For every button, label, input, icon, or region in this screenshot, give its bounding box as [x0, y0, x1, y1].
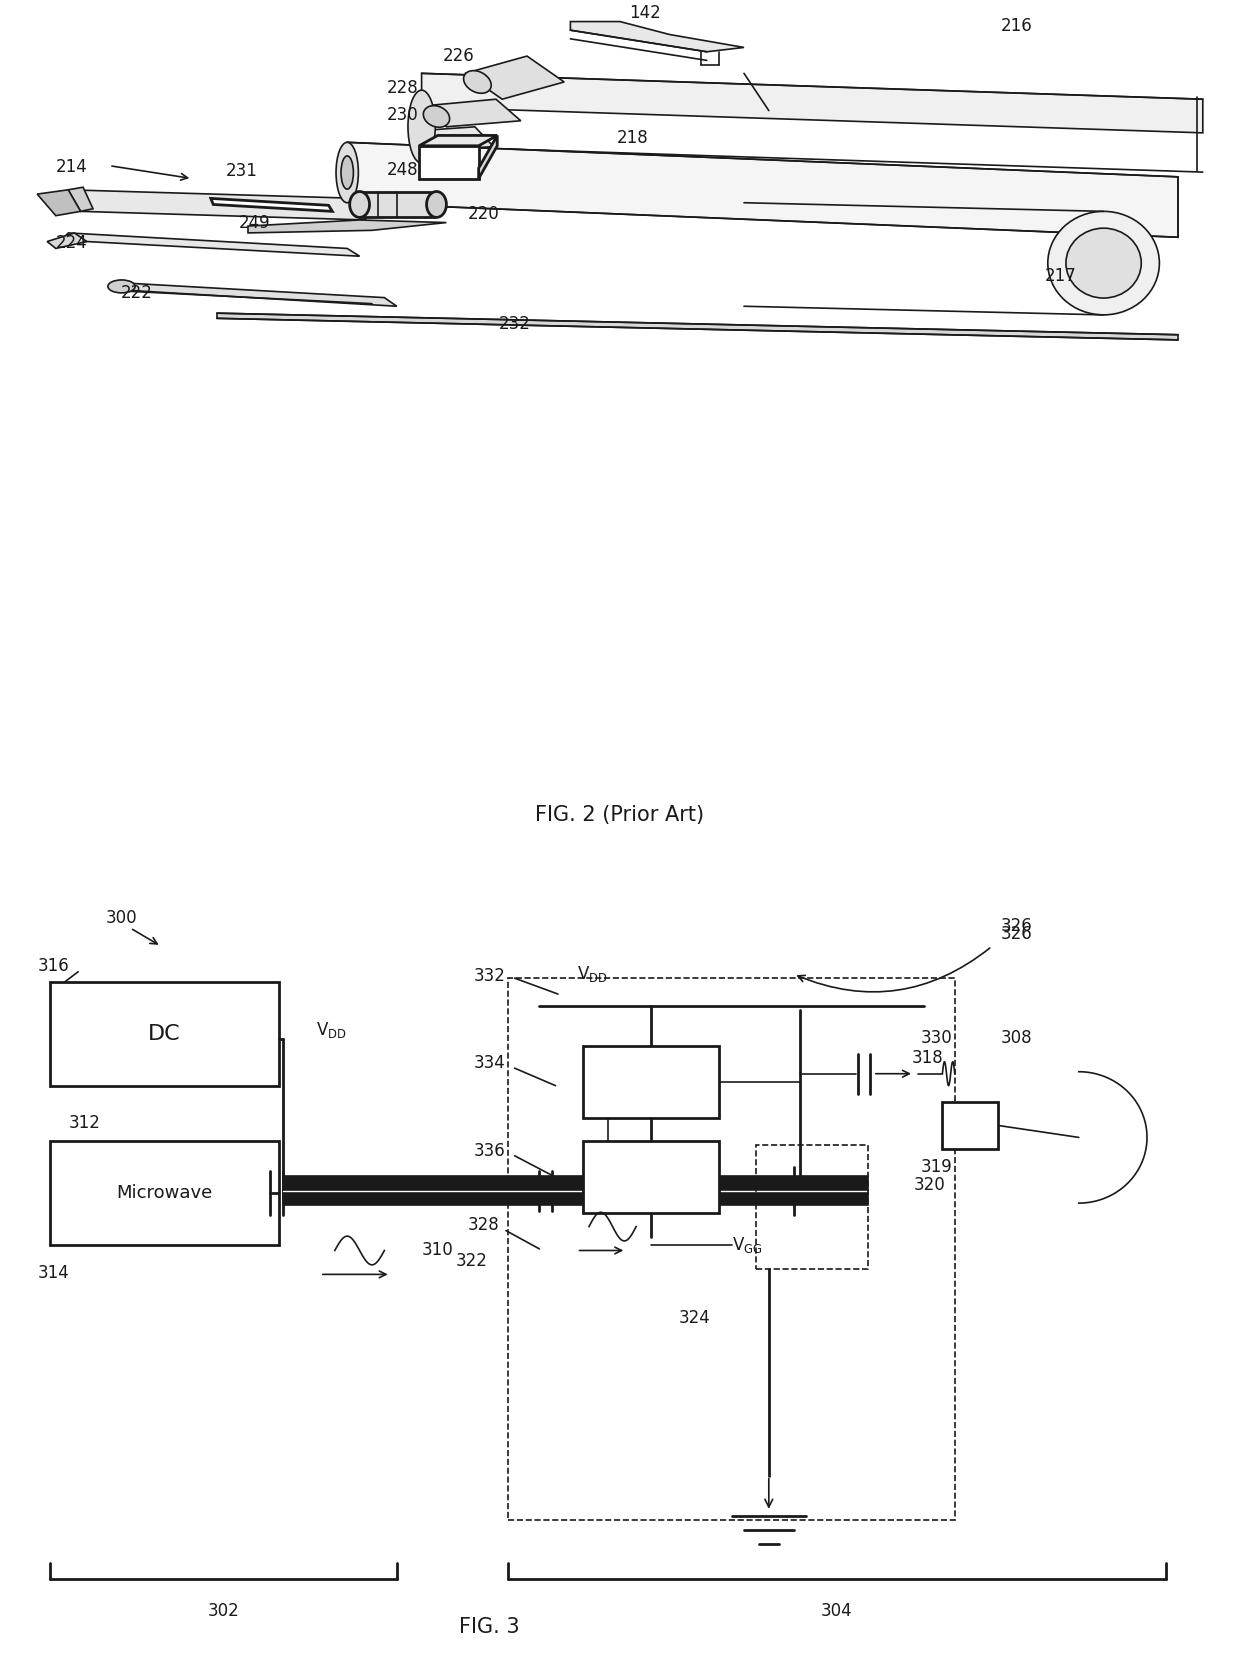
Polygon shape — [62, 232, 360, 255]
Text: 319: 319 — [920, 1158, 952, 1176]
Polygon shape — [570, 22, 744, 51]
Text: 326: 326 — [1001, 917, 1033, 936]
Text: 310: 310 — [422, 1241, 454, 1259]
Text: DC: DC — [148, 1024, 181, 1044]
Polygon shape — [360, 191, 434, 217]
Polygon shape — [479, 136, 497, 179]
Text: 336: 336 — [474, 1141, 506, 1160]
Text: FIG. 3: FIG. 3 — [460, 1618, 520, 1637]
Polygon shape — [248, 221, 446, 232]
Text: 332: 332 — [474, 967, 506, 985]
Text: 216: 216 — [1001, 17, 1033, 35]
Text: 220: 220 — [467, 206, 500, 222]
Text: 226: 226 — [443, 46, 475, 65]
Polygon shape — [211, 199, 332, 211]
Text: 326: 326 — [1001, 926, 1033, 944]
Text: 324: 324 — [678, 1309, 711, 1327]
Polygon shape — [112, 284, 397, 307]
Text: $\mathregular{V_{GG}}$: $\mathregular{V_{GG}}$ — [732, 1234, 763, 1254]
Ellipse shape — [423, 106, 450, 128]
Text: 308: 308 — [1001, 1029, 1033, 1047]
Polygon shape — [68, 187, 93, 211]
Text: 214: 214 — [56, 158, 88, 176]
Text: 302: 302 — [207, 1603, 239, 1621]
Ellipse shape — [427, 191, 446, 217]
Text: 228: 228 — [387, 80, 419, 96]
Text: 249: 249 — [238, 214, 270, 232]
Text: 224: 224 — [56, 234, 88, 252]
Ellipse shape — [336, 143, 358, 202]
Text: 312: 312 — [68, 1115, 100, 1131]
Bar — [583, 1141, 719, 1213]
Text: 318: 318 — [911, 1048, 944, 1067]
Text: 218: 218 — [616, 129, 649, 148]
Text: 328: 328 — [467, 1216, 500, 1234]
Polygon shape — [413, 126, 494, 149]
Text: 330: 330 — [920, 1029, 952, 1047]
Bar — [942, 1102, 998, 1150]
Text: 300: 300 — [105, 909, 138, 927]
Polygon shape — [419, 146, 479, 179]
Text: Microwave: Microwave — [117, 1185, 212, 1203]
Bar — [756, 1145, 868, 1269]
Bar — [583, 1045, 719, 1118]
Text: 217: 217 — [1044, 267, 1076, 285]
Text: 322: 322 — [455, 1253, 487, 1269]
Text: 314: 314 — [37, 1264, 69, 1282]
Text: $\mathregular{V_{DD}}$: $\mathregular{V_{DD}}$ — [316, 1020, 347, 1040]
Polygon shape — [37, 189, 81, 216]
Text: 304: 304 — [821, 1603, 853, 1621]
Polygon shape — [419, 136, 497, 146]
Ellipse shape — [408, 90, 435, 163]
Ellipse shape — [1048, 211, 1159, 315]
Polygon shape — [422, 73, 1203, 133]
Ellipse shape — [464, 71, 491, 93]
Ellipse shape — [341, 156, 353, 189]
Text: 306: 306 — [591, 1073, 624, 1090]
Polygon shape — [217, 314, 1178, 340]
Bar — [508, 979, 955, 1520]
Ellipse shape — [350, 191, 370, 217]
Ellipse shape — [1066, 229, 1141, 299]
Text: 334: 334 — [474, 1055, 506, 1072]
Text: $\mathregular{V_{DD}}$: $\mathregular{V_{DD}}$ — [577, 964, 608, 984]
Ellipse shape — [108, 280, 135, 294]
Text: 142: 142 — [629, 3, 661, 22]
Polygon shape — [283, 1176, 868, 1204]
Text: 320: 320 — [914, 1176, 946, 1194]
Polygon shape — [347, 143, 1178, 237]
Text: 222: 222 — [120, 284, 153, 302]
Text: 232: 232 — [498, 315, 531, 332]
Polygon shape — [422, 100, 521, 126]
Text: 316: 316 — [37, 957, 69, 975]
Text: 230: 230 — [387, 106, 419, 124]
Text: 248: 248 — [387, 161, 419, 179]
Bar — [50, 982, 279, 1085]
Text: FIG. 2 (Prior Art): FIG. 2 (Prior Art) — [536, 805, 704, 825]
Bar — [50, 1141, 279, 1244]
Polygon shape — [465, 56, 564, 100]
Polygon shape — [68, 189, 366, 221]
Polygon shape — [47, 232, 87, 249]
Text: 231: 231 — [226, 163, 258, 179]
FancyArrowPatch shape — [797, 947, 990, 992]
